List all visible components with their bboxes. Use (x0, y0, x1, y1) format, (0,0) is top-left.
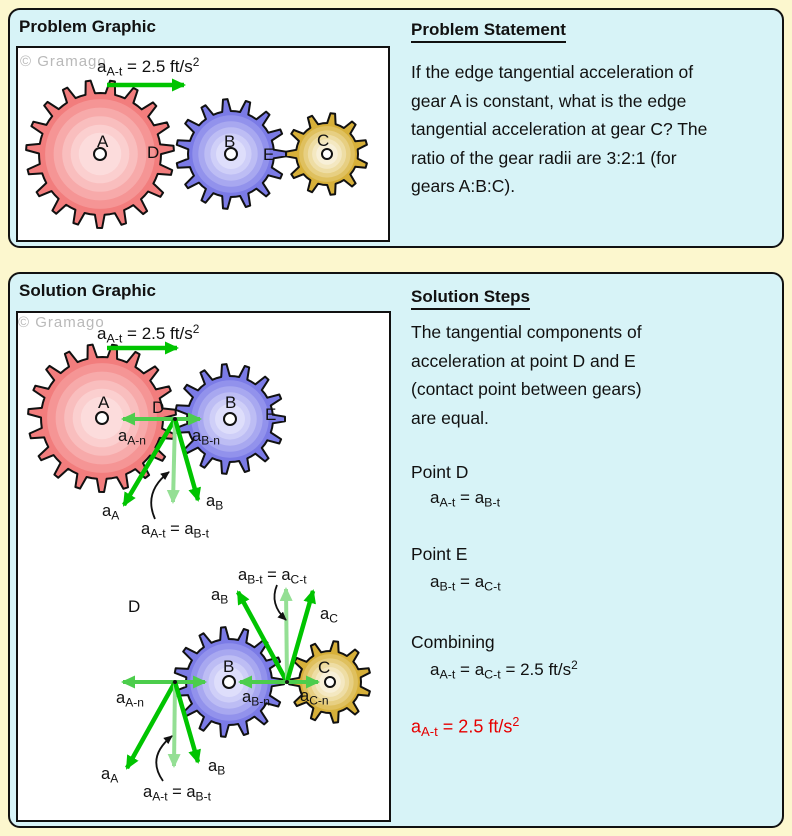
final-answer: aA-t = 2.5 ft/s2 (411, 715, 520, 739)
solution-graphic-title: Solution Graphic (19, 281, 156, 300)
problem-panel: Problem Graphic Problem Statement If the… (8, 8, 784, 248)
step-formula-point-d: aA-t = aB-t (430, 488, 501, 510)
step-heading-point-e: Point E (411, 544, 468, 564)
solution-graphic-box (16, 311, 391, 822)
solution-panel: Solution Graphic Solution Steps The tang… (8, 272, 784, 828)
step-formula-combining: aA-t = aC-t = 2.5 ft/s2 (430, 658, 578, 682)
problem-graphic-title: Problem Graphic (19, 17, 156, 36)
step-formula-point-e: aB-t = aC-t (430, 572, 501, 594)
solution-intro-text: The tangential components of acceleratio… (411, 322, 642, 429)
problem-statement-title: Problem Statement (411, 20, 566, 43)
step-heading-combining: Combining (411, 632, 495, 652)
step-heading-point-d: Point D (411, 462, 469, 482)
problem-statement-text: If the edge tangential acceleration of g… (411, 62, 708, 196)
problem-graphic-box (16, 46, 390, 242)
solution-steps-title: Solution Steps (411, 287, 530, 310)
